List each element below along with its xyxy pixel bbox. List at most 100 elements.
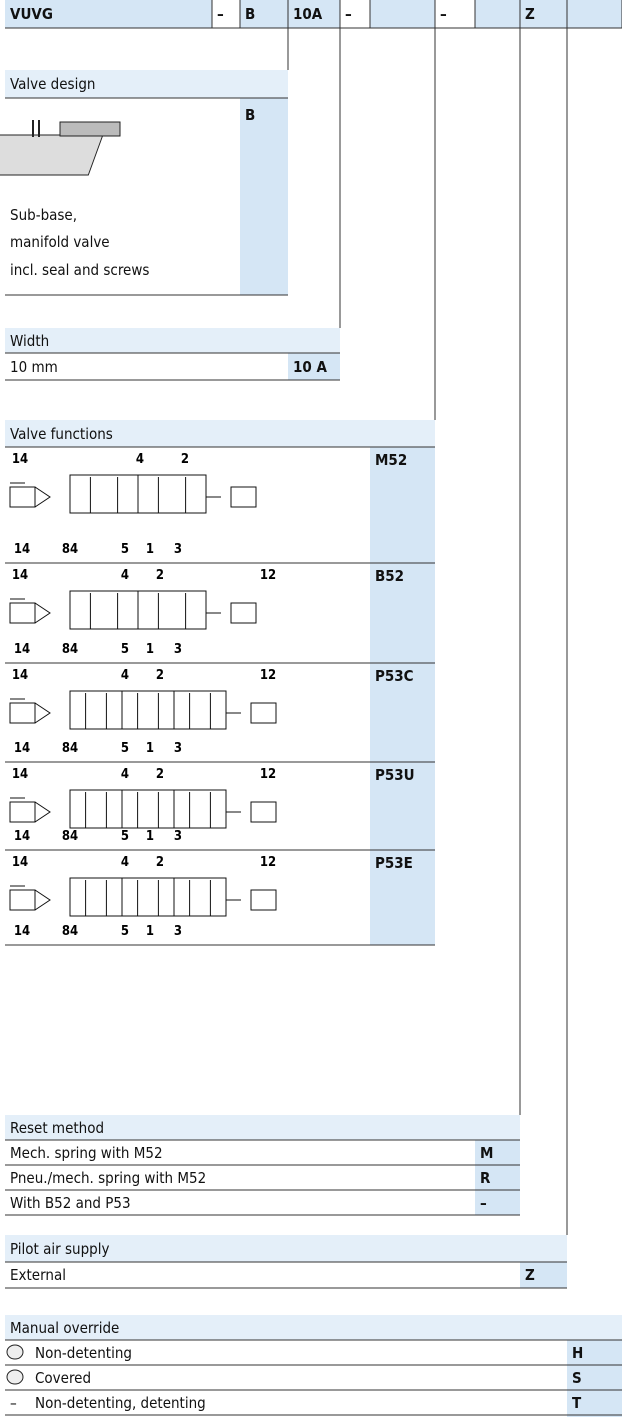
section-title: Manual override bbox=[5, 1315, 622, 1340]
port-label: 5 bbox=[121, 829, 129, 844]
symbol bbox=[173, 690, 227, 730]
symbol bbox=[137, 474, 207, 514]
order-code-cell: Z bbox=[520, 0, 567, 28]
port-label: 2 bbox=[156, 668, 164, 683]
code-cell: P53E bbox=[370, 850, 435, 945]
order-code-blank bbox=[370, 0, 435, 28]
port-label: 14 bbox=[14, 924, 30, 939]
section-title: Valve functions bbox=[5, 420, 435, 447]
symbol bbox=[121, 690, 175, 730]
port-label: 12 bbox=[260, 855, 276, 870]
override-icon bbox=[6, 1369, 24, 1385]
port-label: 4 bbox=[121, 767, 129, 782]
symbol bbox=[69, 877, 123, 917]
row-label: Pneu./mech. spring with M52 bbox=[10, 1168, 207, 1187]
port-label: 12 bbox=[260, 668, 276, 683]
port-label: 14 bbox=[12, 668, 28, 683]
row-label: Non-detenting, detenting bbox=[35, 1393, 206, 1412]
symbol bbox=[173, 789, 227, 829]
override-icon bbox=[6, 1344, 24, 1360]
symbol bbox=[9, 602, 36, 624]
symbol bbox=[173, 877, 227, 917]
port-label: 84 bbox=[62, 829, 78, 844]
symbol bbox=[121, 877, 175, 917]
symbol bbox=[69, 474, 139, 514]
row-label: 10 mm bbox=[10, 357, 58, 376]
port-label: 1 bbox=[146, 542, 154, 557]
port-label: 84 bbox=[62, 741, 78, 756]
port-label: 14 bbox=[12, 767, 28, 782]
order-code-blank bbox=[475, 0, 520, 28]
code-cell: R bbox=[475, 1165, 520, 1190]
port-label: 14 bbox=[14, 642, 30, 657]
port-label: 1 bbox=[146, 829, 154, 844]
port-label: 5 bbox=[121, 642, 129, 657]
symbol bbox=[250, 889, 277, 911]
section-title: Width bbox=[5, 328, 340, 353]
symbol bbox=[250, 702, 277, 724]
symbol bbox=[230, 602, 257, 624]
code-cell: P53U bbox=[370, 762, 435, 850]
port-label: 12 bbox=[260, 568, 276, 583]
code-cell: M52 bbox=[370, 447, 435, 563]
port-label: 3 bbox=[174, 642, 182, 657]
symbol bbox=[137, 590, 207, 630]
symbol bbox=[34, 702, 51, 724]
port-label: 4 bbox=[121, 855, 129, 870]
port-label: 5 bbox=[121, 924, 129, 939]
port-label: 1 bbox=[146, 924, 154, 939]
order-code-blank bbox=[567, 0, 622, 28]
port-label: 12 bbox=[260, 767, 276, 782]
port-label: 14 bbox=[12, 452, 28, 467]
port-label: 14 bbox=[14, 741, 30, 756]
code-cell: M bbox=[475, 1140, 520, 1165]
code-cell: H bbox=[567, 1340, 622, 1365]
port-label: 14 bbox=[14, 542, 30, 557]
code-cell: S bbox=[567, 1365, 622, 1390]
code-cell: 10 A bbox=[288, 353, 340, 380]
port-label: 14 bbox=[12, 855, 28, 870]
symbol bbox=[34, 801, 51, 823]
symbol bbox=[34, 602, 51, 624]
symbol bbox=[34, 889, 51, 911]
order-code-cell: – bbox=[345, 5, 352, 23]
code-cell: – bbox=[475, 1190, 520, 1215]
section-title: Pilot air supply bbox=[5, 1235, 567, 1262]
row-label: With B52 and P53 bbox=[10, 1193, 131, 1212]
port-label: 3 bbox=[174, 829, 182, 844]
row-label: Covered bbox=[35, 1368, 92, 1387]
row-label: External bbox=[10, 1266, 66, 1284]
order-code-cell: VUVG bbox=[5, 0, 212, 28]
symbol bbox=[9, 889, 36, 911]
port-label: 2 bbox=[181, 452, 189, 467]
order-code-cell: – bbox=[217, 5, 224, 23]
code-cell: B bbox=[240, 98, 288, 295]
symbol bbox=[9, 801, 36, 823]
port-label: 2 bbox=[156, 855, 164, 870]
illustration bbox=[59, 121, 121, 137]
code-cell: P53C bbox=[370, 663, 435, 762]
port-label: 84 bbox=[62, 924, 78, 939]
port-label: 3 bbox=[174, 924, 182, 939]
order-code-cell: – bbox=[440, 5, 447, 23]
symbol bbox=[121, 789, 175, 829]
port-label: 1 bbox=[146, 741, 154, 756]
port-label: 14 bbox=[14, 829, 30, 844]
symbol bbox=[69, 789, 123, 829]
port-label: 3 bbox=[174, 542, 182, 557]
illustration bbox=[0, 134, 104, 176]
symbol bbox=[230, 486, 257, 508]
port-label: 5 bbox=[121, 542, 129, 557]
description-line: manifold valve bbox=[10, 233, 110, 251]
port-label: 3 bbox=[174, 741, 182, 756]
code-cell: B52 bbox=[370, 563, 435, 663]
section-title: Valve design bbox=[5, 70, 288, 98]
order-code-cell: B bbox=[240, 0, 288, 28]
section-title: Reset method bbox=[5, 1115, 520, 1140]
code-cell: Y bbox=[567, 1415, 622, 1417]
port-label: 84 bbox=[62, 542, 78, 557]
port-label: 2 bbox=[156, 767, 164, 782]
port-label: 1 bbox=[146, 642, 154, 657]
